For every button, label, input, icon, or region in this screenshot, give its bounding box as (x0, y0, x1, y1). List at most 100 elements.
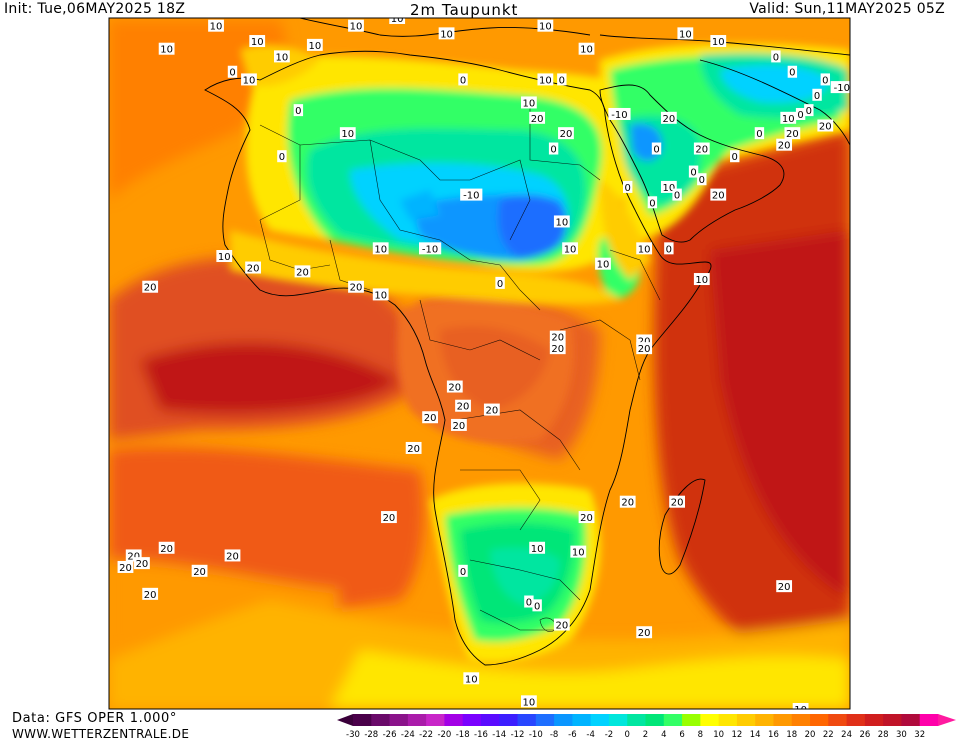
contour-label-text: 10 (555, 217, 568, 228)
contour-label-box (688, 165, 699, 178)
contour-label: 20 (446, 380, 463, 394)
contour-label: 10 (438, 27, 455, 40)
contour-label-box (249, 35, 266, 48)
contour-label-text: 20 (350, 283, 363, 294)
contour-label: 20 (224, 549, 241, 562)
contour-label-box (372, 242, 389, 255)
contour-label-text: 10 (276, 52, 289, 63)
contour-label-box (754, 127, 765, 140)
contour-label: -10 (608, 107, 631, 121)
contour-label: 20 (142, 280, 159, 294)
contour-label: 20 (660, 111, 677, 125)
contour-label-text: 20 (778, 141, 791, 152)
contour-label-box (730, 150, 740, 163)
contour-label-box (647, 196, 658, 209)
contour-label-text: 10 (251, 37, 264, 48)
contour-label-box (495, 276, 505, 289)
contour-label-text: 0 (674, 191, 680, 202)
contour-label: 10 (241, 73, 257, 86)
contour-label-text: 10 (638, 244, 651, 255)
contour-label: 10 (578, 42, 595, 56)
contour-label-box (578, 511, 595, 524)
contour-label-text: 10 (218, 252, 231, 263)
contour-label-text: 0 (460, 75, 466, 86)
contour-label-text: 10 (308, 41, 321, 52)
contour-label-text: 10 (572, 548, 585, 559)
contour-label: 10 (348, 19, 364, 33)
contour-label-text: 20 (448, 383, 461, 394)
contour-label-box (548, 142, 559, 155)
contour-label-text: 20 (786, 129, 799, 140)
contour-label-box (381, 511, 397, 524)
contour-label: 20 (142, 587, 159, 601)
contour-label: 0 (227, 65, 238, 79)
contour-label-text: 0 (526, 598, 532, 609)
contour-label-box (549, 342, 566, 355)
contour-label: 0 (688, 165, 699, 179)
contour-label: 0 (651, 142, 662, 156)
contour-label: 10 (249, 35, 266, 48)
contour-label: 0 (795, 107, 806, 121)
contour-label: 20 (553, 618, 570, 632)
contour-label-box (389, 18, 406, 24)
contour-label-text: 20 (555, 621, 568, 632)
contour-label-text: 10 (794, 705, 807, 716)
contour-label-box (293, 104, 304, 117)
contour-label-text: 20 (247, 264, 260, 275)
contour-label-box (651, 142, 662, 155)
contour-label: 20 (451, 418, 467, 432)
contour-label-box (306, 38, 323, 51)
contour-label-box (693, 273, 710, 286)
contour-label: -10 (419, 242, 442, 255)
contour-label-text: 0 (806, 106, 812, 117)
contour-label: 10 (389, 18, 406, 25)
contour-label: 10 (208, 19, 224, 33)
contour-label: 0 (787, 65, 798, 79)
contour-label-text: 0 (814, 91, 820, 102)
contour-label-box (521, 96, 537, 109)
contour-label-box (277, 150, 287, 163)
contour-label: 10 (792, 703, 809, 716)
contour-label: 20 (776, 580, 793, 593)
contour-label-text: 20 (560, 129, 573, 140)
contour-label: 0 (754, 127, 765, 140)
website-credit: WWW.WETTERZENTRALE.DE (12, 727, 190, 741)
contour-label: 0 (458, 564, 468, 578)
contour-label-box (669, 495, 685, 508)
contour-label-box (780, 111, 797, 124)
contour-label-text: 20 (778, 582, 791, 593)
contour-label: 0 (697, 173, 707, 186)
contour-label-text: 10 (580, 45, 593, 56)
contour-label-text: 10 (679, 29, 692, 40)
contour-label: 0 (771, 50, 781, 63)
contour-label-text: 20 (226, 551, 239, 562)
contour-label-text: 10 (564, 244, 577, 255)
contour-label: 0 (532, 599, 542, 612)
contour-label: 20 (134, 557, 150, 570)
contour-label-box (636, 242, 653, 255)
contour-label-text: 0 (460, 567, 466, 578)
contour-label-box (158, 42, 175, 55)
contour-label: 20 (117, 560, 134, 574)
contour-label: 20 (294, 265, 311, 278)
contour-label-text: 20 (819, 121, 832, 132)
map-frame (108, 17, 851, 710)
contour-label-text: 0 (699, 175, 705, 186)
contour-label: 0 (623, 180, 633, 194)
contour-label: 20 (636, 626, 653, 639)
contour-label-box (660, 111, 677, 124)
contour-label: 0 (277, 150, 287, 163)
contour-label-box (532, 599, 542, 612)
contour-label-text: 0 (653, 145, 659, 156)
contour-label: 10 (529, 541, 546, 555)
contour-label-box (693, 142, 710, 155)
contour-label: 10 (553, 215, 570, 228)
contour-label: 20 (405, 441, 422, 455)
contour-label-text: 10 (712, 37, 725, 48)
contour-label: 10 (372, 288, 389, 301)
contour-label: 0 (293, 104, 304, 117)
contour-label-box (372, 288, 389, 301)
data-source: Data: GFS OPER 1.000° (12, 711, 178, 726)
contour-label: 10 (570, 545, 587, 559)
